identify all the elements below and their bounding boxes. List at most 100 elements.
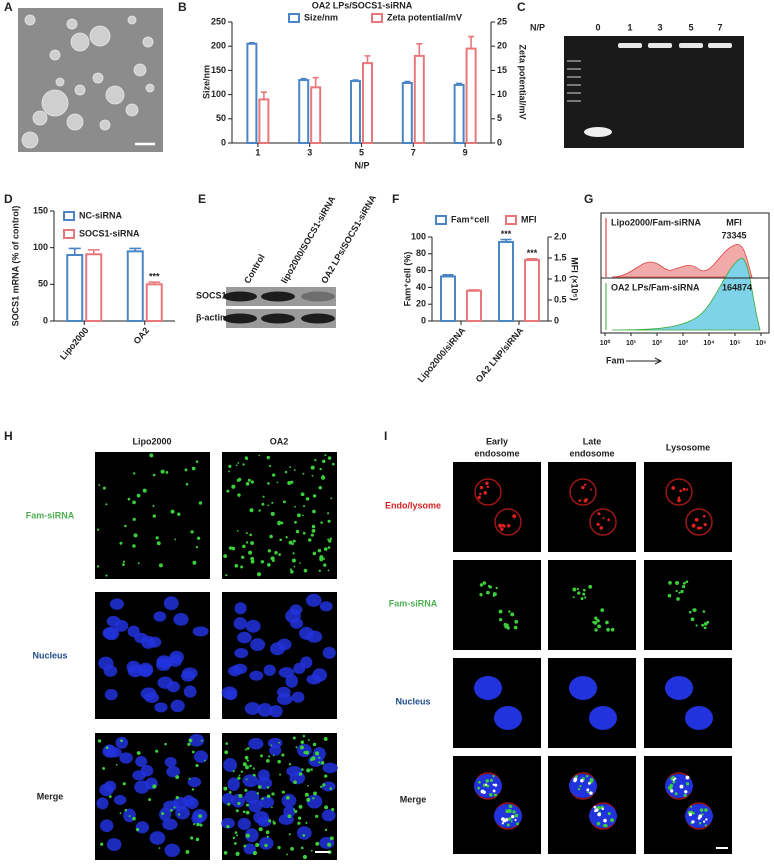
fam-spot — [174, 538, 177, 541]
fam-spot — [584, 596, 587, 599]
fam-spot — [321, 474, 324, 478]
column-label: Lipo2000 — [132, 436, 171, 446]
panel-label: I — [384, 429, 387, 443]
fam-spot — [288, 763, 292, 766]
fam-spot — [137, 562, 140, 565]
fam-spot — [124, 524, 127, 528]
x-tick-label: OA2 — [132, 325, 152, 346]
fam-spot — [170, 509, 175, 514]
fam-spot — [158, 847, 161, 849]
blot-band — [301, 313, 335, 324]
nucleus — [321, 809, 336, 822]
fam-spot — [228, 470, 230, 473]
nucleus — [250, 638, 266, 651]
fam-spot — [250, 556, 255, 561]
fam-spot — [320, 521, 323, 524]
fam-spot — [152, 473, 156, 477]
fam-spot — [136, 493, 141, 498]
fam-spot — [282, 500, 286, 504]
fam-spot — [303, 568, 308, 573]
fam-spot — [290, 569, 294, 574]
tick-label: 1.5 — [554, 252, 567, 262]
sample-label: Lipo2000/Fam-siRNA — [611, 217, 702, 227]
legend-label: NC-siRNA — [79, 210, 123, 220]
fam-spot — [258, 827, 263, 832]
fam-spot — [102, 767, 106, 770]
fam-spot — [318, 569, 321, 572]
vesicle — [66, 113, 84, 131]
fam-spot — [119, 541, 123, 545]
micrograph — [222, 452, 337, 579]
fam-spot — [485, 779, 489, 783]
fam-spot — [572, 596, 575, 599]
error-bar — [468, 289, 480, 291]
ladder-band — [567, 76, 581, 78]
fam-spot — [247, 478, 251, 482]
row-label: Fam-siRNA — [389, 598, 438, 608]
column-label: Lysosome — [666, 442, 710, 452]
nucleus — [104, 689, 118, 701]
fam-spot — [692, 811, 695, 815]
tick-label: 0 — [221, 137, 226, 147]
lyso-spot — [597, 512, 601, 516]
micrograph — [548, 560, 636, 650]
fam-spot — [266, 455, 271, 460]
fam-spot — [507, 809, 512, 814]
fam-spot — [235, 834, 238, 837]
fam-spot — [199, 823, 203, 827]
fam-spot — [607, 812, 611, 816]
fam-spot — [260, 754, 263, 758]
fam-spot — [479, 593, 483, 597]
fam-spot — [228, 546, 232, 550]
lyso-spot — [601, 807, 604, 811]
fam-spot — [477, 786, 481, 790]
nucleus — [289, 604, 303, 616]
vesicle — [105, 85, 125, 105]
nucleus — [154, 702, 168, 713]
fam-spot — [318, 756, 321, 759]
nucleus — [159, 807, 172, 822]
fam-spot — [97, 739, 102, 743]
fam-spot — [187, 742, 191, 746]
nucleus — [243, 843, 256, 855]
bar — [465, 47, 477, 144]
nucleus — [312, 747, 326, 761]
lyso-spot — [483, 491, 488, 495]
fam-spot — [329, 537, 332, 540]
fam-spot — [105, 503, 108, 506]
panel-label: A — [4, 0, 13, 14]
fam-spot — [327, 456, 332, 460]
bar — [246, 42, 258, 144]
legend-label: Size/nm — [304, 12, 338, 22]
fam-spot — [252, 852, 256, 856]
fam-spot — [240, 565, 244, 569]
tick-label: 200 — [211, 41, 226, 51]
lyso-spot — [573, 778, 577, 783]
nucleus — [119, 752, 133, 764]
fam-spot — [232, 770, 235, 773]
fam-spot — [331, 808, 335, 812]
panel-label: H — [4, 429, 13, 443]
lane-label: 5 — [688, 22, 693, 32]
lyso-spot — [479, 485, 484, 490]
fam-spot — [701, 813, 704, 816]
fam-spot — [173, 806, 176, 809]
fam-spot — [311, 756, 316, 761]
fam-spot — [300, 846, 304, 850]
bar — [401, 81, 413, 144]
fam-spot — [252, 767, 255, 770]
fam-spot — [234, 831, 238, 834]
fam-spot — [288, 833, 291, 836]
fam-spot — [198, 501, 203, 505]
fam-spot — [108, 795, 112, 799]
fam-spot — [261, 502, 265, 506]
fam-spot — [503, 622, 508, 627]
fam-spot — [329, 787, 333, 790]
tick-label: 100 — [211, 89, 226, 99]
fam-spot — [268, 464, 272, 468]
fam-spot — [667, 593, 672, 598]
error-bar — [468, 35, 475, 49]
nucleus — [289, 771, 306, 785]
fam-spot — [191, 750, 195, 754]
fam-spot — [506, 626, 510, 630]
